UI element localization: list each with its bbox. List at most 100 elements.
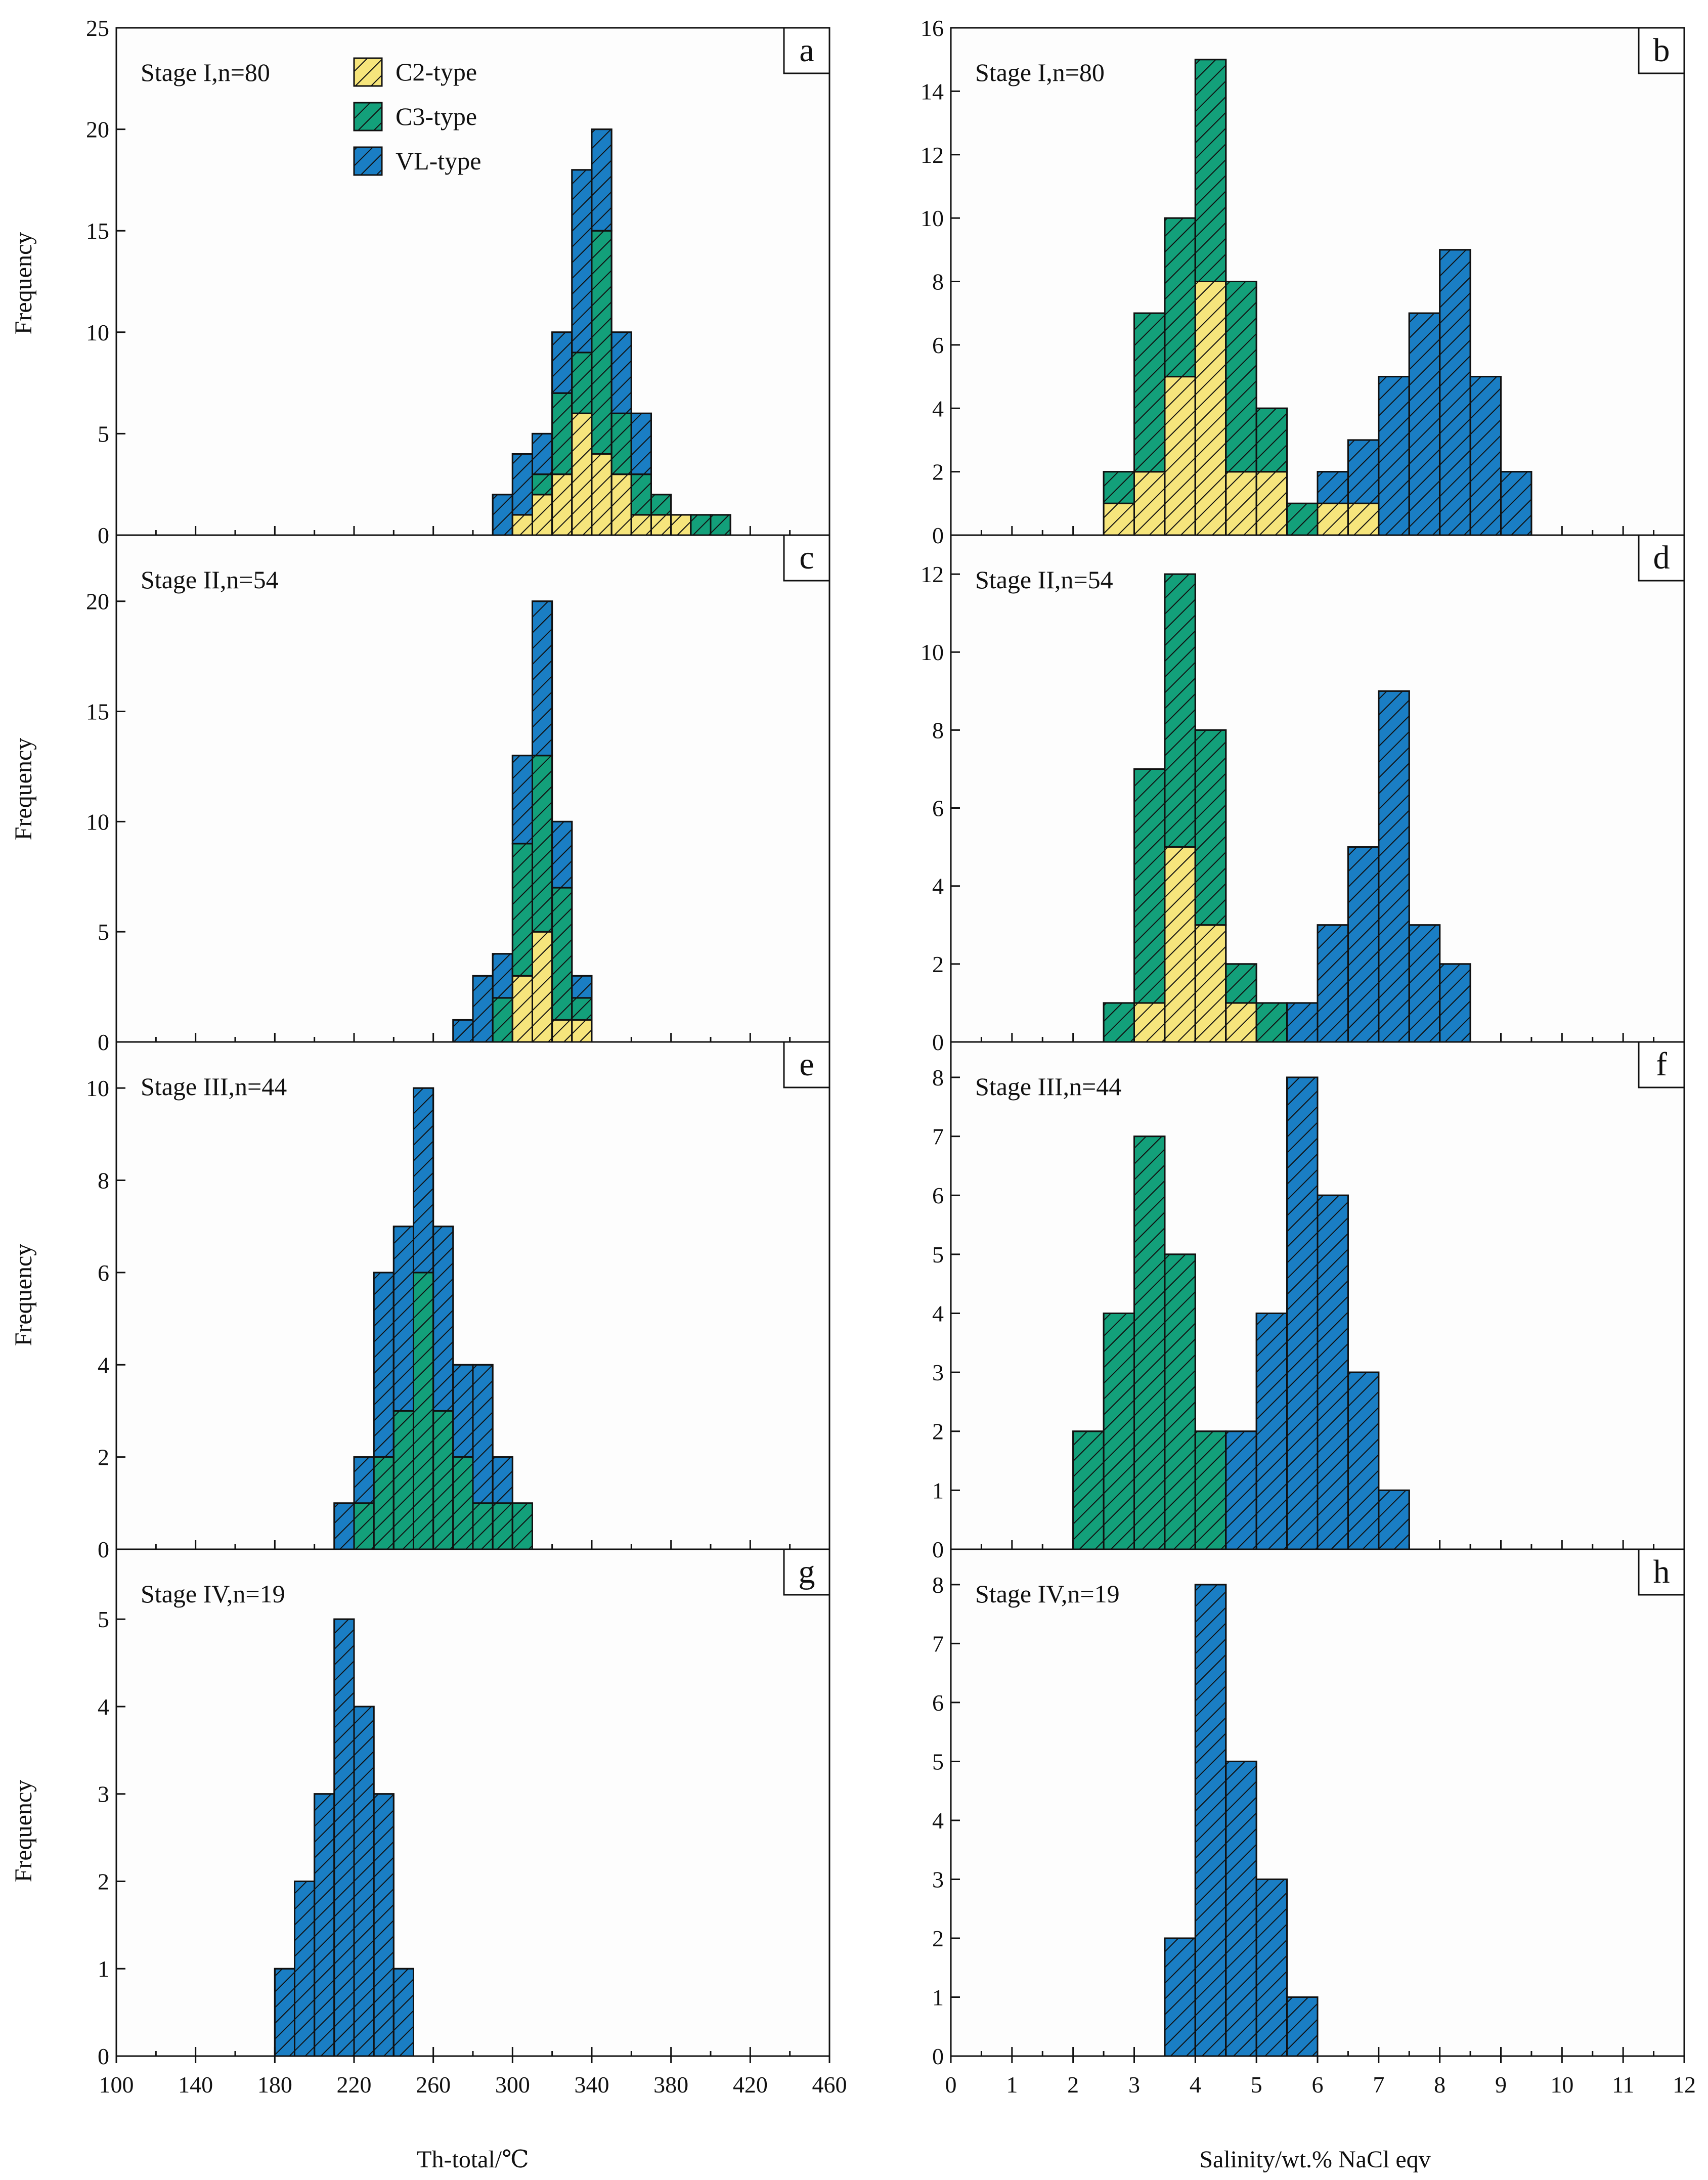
bar-a-vl-type-330-hatch [571,169,593,354]
bar-b-c2-type-3.5-hatch [1164,376,1196,536]
panel-g: 0 1 2 3 4 5 100 140 180 220 260 300 340 380 420 460 Stag… [98,1548,847,2098]
y-tick-label-f-4: 4 [932,1300,944,1326]
bar-e-vl-type-260-hatch [432,1226,454,1412]
panel-letter-e: e [799,1046,814,1083]
bar-b-c2-type-2.5-hatch [1103,502,1135,536]
bar-d-c2-type-4-hatch [1194,924,1227,1043]
y-tick-label-h-8: 8 [932,1572,944,1598]
y-tick-label-e-2: 2 [98,1445,109,1470]
bar-g-vl-type-210-hatch [333,1618,355,2057]
bar-d-c2-type-3.5-hatch [1164,846,1196,1043]
bar-e-vl-type-210-hatch [333,1502,355,1550]
x-tick-label-g-140: 140 [178,2072,213,2098]
y-axis-label-row2: Frequency [10,738,37,841]
bar-a-c2-type-300-hatch [511,514,533,536]
bar-b-vl-type-8-hatch [1439,249,1471,536]
x-tick-label-g-260: 260 [416,2072,451,2098]
bar-h-vl-type-4-hatch [1194,1584,1227,2057]
y-tick-label-d-10: 10 [921,639,944,665]
bar-a-vl-type-300-hatch [511,453,533,516]
y-tick-label-e-0: 0 [98,1537,109,1562]
x-tick-label-h-3: 3 [1128,2072,1140,2098]
legend-swatch-hatch-c3-type [353,102,383,132]
bar-d-c3-type-3.5-hatch [1164,573,1196,848]
x-tick-label-g-340: 340 [575,2072,609,2098]
y-tick-label-f-1: 1 [932,1477,944,1503]
panel-b: 0 2 4 6 8 10 12 14 16 Stage I,n=80 b [921,15,1685,548]
bar-e-c3-type-270-hatch [452,1456,474,1550]
x-tick-label-h-11: 11 [1612,2072,1634,2098]
x-tick-label-g-300: 300 [495,2072,530,2098]
bar-f-c3-type-4-hatch [1194,1430,1227,1550]
y-tick-label-a-10: 10 [86,320,109,345]
y-tick-label-a-15: 15 [86,218,109,244]
y-tick-label-g-1: 1 [98,1956,109,1982]
panel-letter-box-g [783,1548,830,1596]
bar-c-c3-type-320-hatch [551,887,573,1021]
panel-letter-b: b [1653,32,1670,69]
bar-a-vl-type-320-hatch [551,331,573,394]
bar-c-c2-type-330-hatch [571,1019,593,1043]
panel-letter-f: f [1656,1046,1667,1083]
bar-f-vl-type-5-hatch [1255,1312,1288,1550]
bar-c-vl-type-290-hatch [492,953,513,999]
panel-d: 0 2 4 6 8 10 12 Stage II,n=54 d [921,534,1685,1055]
bar-b-c3-type-2.5-hatch [1103,471,1135,504]
x-tick-label-h-7: 7 [1373,2072,1384,2098]
bar-f-c3-type-2-hatch [1072,1430,1105,1550]
bar-e-vl-type-270-hatch [452,1364,474,1458]
y-tick-label-b-0: 0 [932,522,944,548]
bar-e-c3-type-300-hatch [511,1502,533,1550]
y-tick-label-d-2: 2 [932,951,944,977]
bar-d-vl-type-6-hatch [1317,924,1349,1043]
bar-a-c2-type-360-hatch [630,514,652,536]
bar-a-c2-type-380-hatch [670,514,692,536]
plot-frame-b [950,27,1685,536]
bar-d-vl-type-7-hatch [1378,690,1410,1043]
y-tick-label-f-0: 0 [932,1537,944,1562]
y-tick-label-b-6: 6 [932,332,944,358]
x-tick-label-h-2: 2 [1067,2072,1079,2098]
y-tick-label-e-6: 6 [98,1260,109,1286]
x-tick-label-h-0: 0 [945,2072,957,2098]
bar-b-vl-type-9-hatch [1500,471,1532,536]
y-tick-label-d-12: 12 [921,561,944,587]
y-tick-label-f-3: 3 [932,1360,944,1385]
bar-g-vl-type-180-hatch [274,1968,295,2057]
bar-g-vl-type-220-hatch [353,1706,375,2057]
bar-d-c3-type-3-hatch [1133,768,1166,1004]
bar-a-vl-type-340-hatch [591,128,612,232]
bar-g-vl-type-200-hatch [314,1793,335,2057]
plot-frame-a [115,27,830,536]
y-tick-label-b-4: 4 [932,396,944,421]
y-tick-label-f-6: 6 [932,1183,944,1208]
bar-a-vl-type-310-hatch [532,432,553,475]
bar-e-vl-type-290-hatch [492,1456,513,1504]
x-tick-label-h-10: 10 [1550,2072,1573,2098]
bar-b-vl-type-7.5-hatch [1408,312,1441,536]
bar-e-vl-type-240-hatch [392,1226,414,1412]
legend-swatch-hatch-vl-type [353,146,383,176]
y-tick-label-h-3: 3 [932,1866,944,1892]
stage-label-h: Stage IV,n=19 [975,1580,1120,1608]
plot-frame-c [115,534,830,1043]
bar-a-vl-type-360-hatch [630,412,652,475]
y-tick-label-h-4: 4 [932,1808,944,1834]
stage-label-d: Stage II,n=54 [975,565,1113,594]
bar-b-c2-type-3-hatch [1133,471,1166,536]
bar-a-c2-type-320-hatch [551,473,573,536]
bar-d-vl-type-7.5-hatch [1408,924,1441,1043]
panel-f: 0 1 2 3 4 5 6 7 8 Stage III,n=44 f [932,1041,1685,1562]
stage-label-g: Stage IV,n=19 [141,1580,285,1608]
bar-e-vl-type-220-hatch [353,1456,375,1504]
bar-h-vl-type-3.5-hatch [1164,1937,1196,2057]
bar-a-c3-type-400-hatch [710,514,731,536]
bar-a-c3-type-370-hatch [650,494,672,516]
bar-d-vl-type-5.5-hatch [1286,1002,1319,1043]
legend-label-c2-type: C2-type [396,58,477,86]
y-tick-label-c-15: 15 [86,699,109,725]
bar-d-c3-type-4-hatch [1194,729,1227,926]
bar-c-c2-type-310-hatch [532,931,553,1043]
bar-e-c3-type-240-hatch [392,1410,414,1550]
